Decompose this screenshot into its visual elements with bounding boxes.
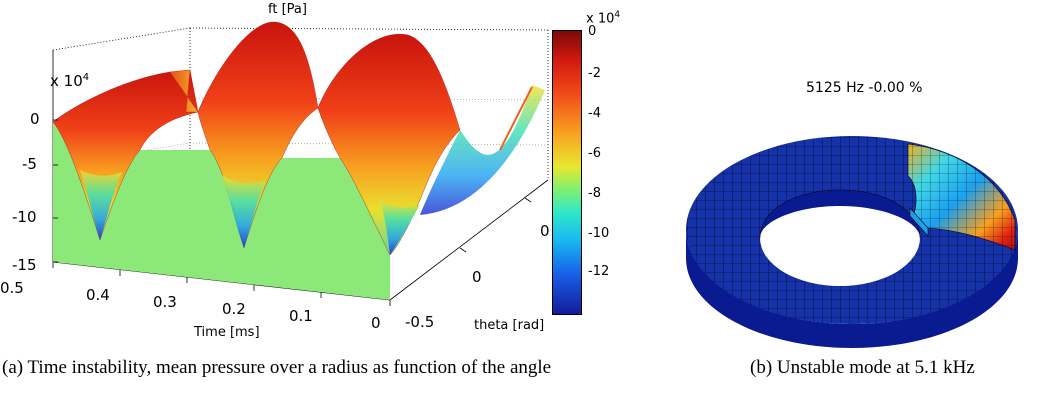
ridge-3 — [317, 33, 461, 256]
time-tick-2: 0.3 — [153, 293, 177, 311]
z-tick-1: -5 — [22, 155, 37, 173]
trough-1 — [80, 170, 122, 240]
hole-wall — [760, 190, 920, 238]
caption-a: (a) Time instability, mean pressure over… — [2, 357, 552, 378]
ring-hole — [760, 190, 920, 286]
colorbar-tick-2: -4 — [588, 106, 601, 121]
time-tick-1: 0.4 — [86, 286, 110, 304]
theta-tick-2: -0.5 — [405, 313, 435, 331]
figure-b: 5125 Hz -0.00 % — [660, 0, 1044, 412]
time-tick-3: 0.2 — [222, 300, 246, 318]
plot-title: ft [Pa] — [268, 2, 307, 17]
theta-axis-label: theta [rad] — [474, 318, 545, 333]
colorbar-tick-6: -12 — [588, 264, 610, 279]
figure-a: ft [Pa] — [0, 2, 621, 378]
z-tick-2: -10 — [12, 208, 37, 226]
ring-side — [686, 230, 1018, 348]
theta-tick-0: 0 — [540, 222, 550, 240]
time-axis-label: Time [ms] — [194, 325, 260, 340]
colorbar-tick-0: 0 — [588, 24, 597, 39]
surface-plot — [52, 21, 549, 306]
colorbar-tick-4: -8 — [588, 186, 601, 201]
hot-sector-side — [909, 207, 929, 237]
colorbar-scale: x 104 — [586, 10, 621, 27]
colorbar — [552, 30, 582, 315]
z-scale-label: x 104 — [50, 72, 90, 90]
colorbar-tick-1: -2 — [588, 66, 601, 81]
front-wall — [53, 122, 390, 300]
trailing-slope — [420, 85, 545, 215]
colorbar-tick-3: -6 — [588, 146, 601, 161]
time-tick-0: 0.5 — [0, 279, 24, 297]
trough-2 — [222, 175, 266, 248]
caption-b: (b) Unstable mode at 5.1 kHz — [750, 357, 975, 378]
time-tick-4: 0.1 — [289, 307, 313, 325]
colorbar-tick-5: -10 — [588, 226, 610, 241]
trough-3 — [380, 200, 420, 255]
ring-mode-plot — [686, 136, 1018, 348]
back-edge — [169, 69, 199, 113]
tick-marks — [52, 119, 532, 306]
theta-tick-1: 0 — [472, 268, 482, 286]
z-tick-0: 0 — [30, 110, 40, 128]
mode-title: 5125 Hz -0.00 % — [806, 80, 923, 96]
time-tick-5: 0 — [371, 314, 381, 332]
z-tick-3: -15 — [12, 256, 37, 274]
